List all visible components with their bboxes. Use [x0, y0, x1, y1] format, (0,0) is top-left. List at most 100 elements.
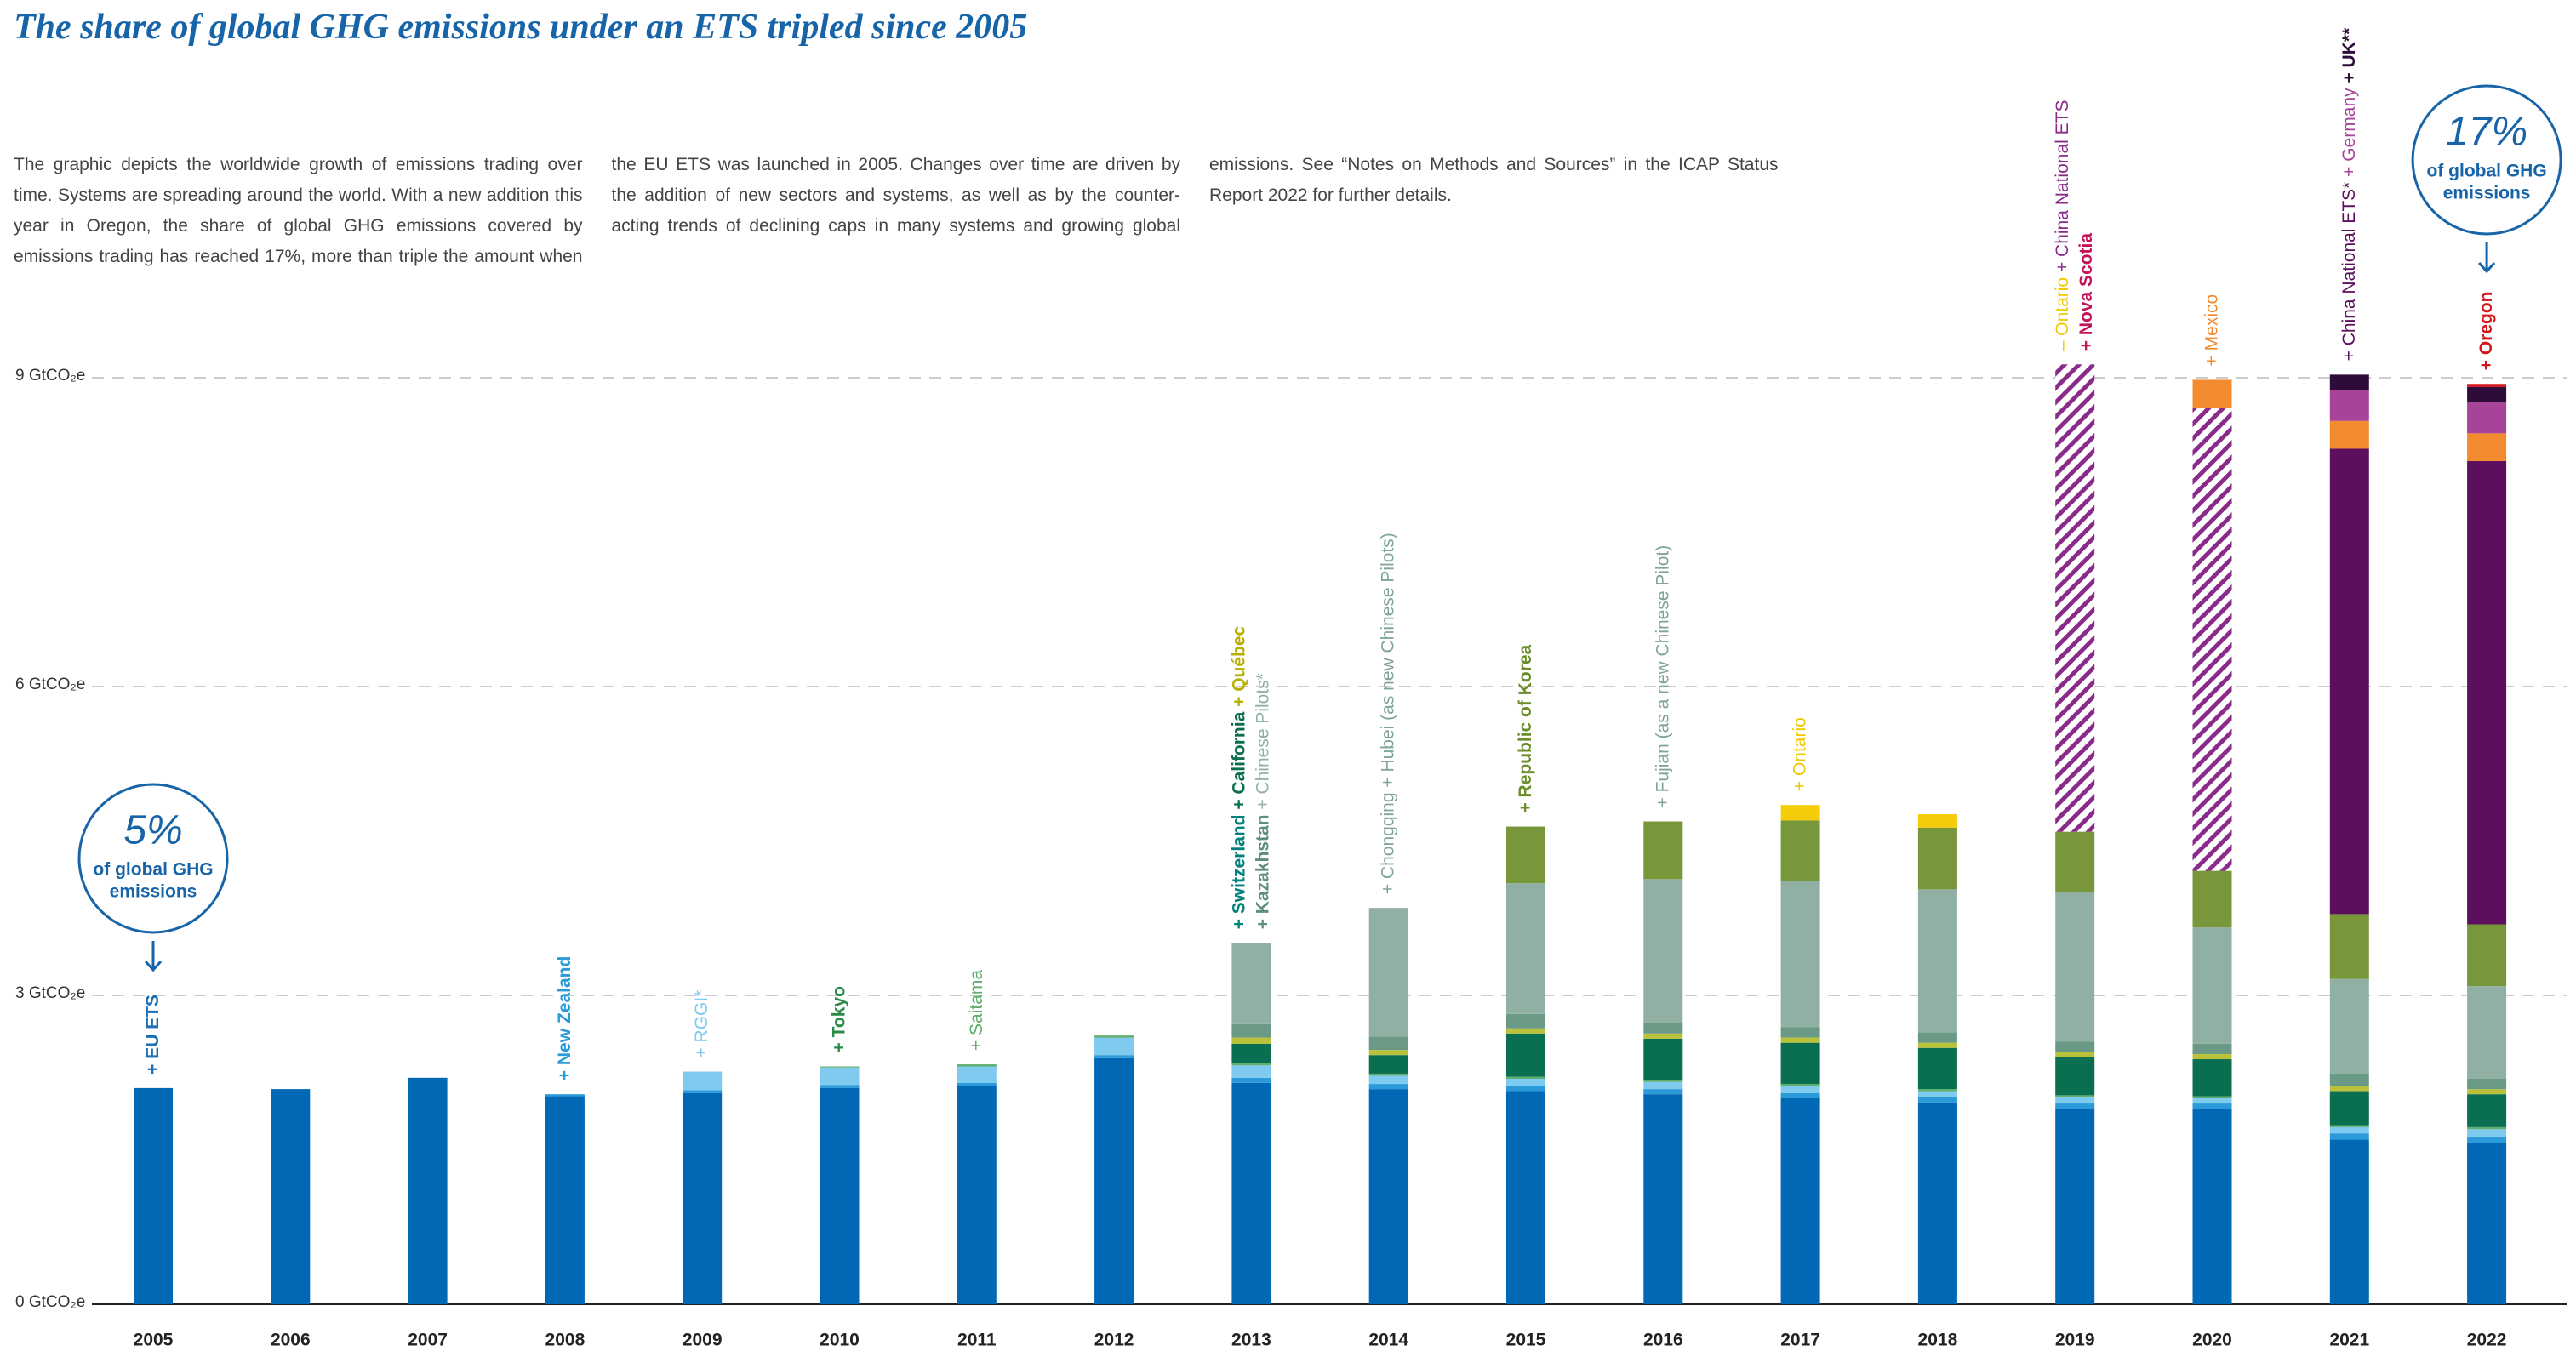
- bar-segment: [2329, 1073, 2369, 1086]
- x-tick-label: 2019: [2055, 1331, 2095, 1350]
- annotation-part: + Québec: [1229, 625, 1248, 711]
- x-tick-label: 2012: [1094, 1331, 1134, 1350]
- annotation: + Nova Scotia: [2076, 233, 2096, 351]
- y-tick-label: 0 GtCO₂e: [15, 1293, 85, 1311]
- annotation: + Tokyo: [829, 986, 848, 1052]
- bar-segment: [1506, 1013, 1545, 1029]
- bar-segment: [957, 1066, 997, 1083]
- bar-segment: [820, 1067, 860, 1086]
- bar-segment: [1506, 1033, 1545, 1077]
- bar-segment: [1643, 879, 1683, 1023]
- bar-segment: [820, 1087, 860, 1304]
- bar-segment: [2329, 1126, 2369, 1134]
- annotation-part: + Oregon: [2476, 291, 2496, 370]
- x-tick-label: 2021: [2329, 1331, 2369, 1350]
- bar-segment: [2467, 1126, 2507, 1130]
- bar-segment: [1506, 1028, 1545, 1034]
- bar-segment: [1917, 1047, 1957, 1090]
- bar-segment: [2329, 1125, 2369, 1127]
- bar-segment: [2467, 384, 2507, 387]
- bar-segment: [2055, 831, 2095, 892]
- bar-segment: [2055, 1103, 2095, 1109]
- annotation: + EU ETS: [143, 995, 163, 1075]
- annotation-part: + New Zealand: [554, 956, 574, 1080]
- bar-segment: [683, 1092, 723, 1304]
- bar-segment: [1368, 1084, 1408, 1090]
- bar-segment: [1231, 1063, 1271, 1066]
- bar-segment: [1780, 1042, 1820, 1085]
- bar-segment: [1780, 1027, 1820, 1038]
- y-tick-label: 9 GtCO₂e: [15, 367, 85, 385]
- x-tick-label: 2006: [271, 1331, 311, 1350]
- x-tick-label: 2010: [820, 1331, 860, 1350]
- callout-text: of global GHG: [93, 860, 213, 880]
- x-tick-label: 2016: [1643, 1331, 1683, 1350]
- bar-segment: [2192, 1098, 2232, 1104]
- bar-segment: [2055, 1109, 2095, 1304]
- bar-segment: [2192, 1103, 2232, 1109]
- bar-segment: [2329, 1091, 2369, 1126]
- bar-segment: [1643, 1080, 1683, 1082]
- bar-segment: [271, 1089, 311, 1304]
- bar-segment: [1643, 1094, 1683, 1304]
- bar-segment: [1917, 1091, 1957, 1097]
- bar-segment: [2329, 1133, 2369, 1140]
- annotation-part: + California: [1229, 711, 1248, 814]
- bar-segment: [2329, 420, 2369, 449]
- bar-segment: [2467, 1089, 2507, 1095]
- bar-segment: [1506, 883, 1545, 1014]
- bar-segment: [2467, 386, 2507, 403]
- bar-segment: [2055, 1057, 2095, 1096]
- bar-segment: [2192, 379, 2232, 408]
- annotation: + Mexico: [2202, 294, 2221, 367]
- bar-segment: [2329, 1086, 2369, 1092]
- bar-segment: [1917, 814, 1957, 828]
- bar-segment: [1368, 1073, 1408, 1076]
- annotation: + New Zealand: [554, 956, 574, 1080]
- y-tick-label: 6 GtCO₂e: [15, 676, 85, 693]
- bar-segment: [1643, 821, 1683, 880]
- callout-circle: [2411, 84, 2562, 236]
- bar-segment: [2467, 1079, 2507, 1090]
- x-tick-label: 2022: [2467, 1331, 2507, 1350]
- x-tick-label: 2015: [1506, 1331, 1546, 1350]
- annotation: – Ontario + China National ETS: [2053, 100, 2072, 351]
- bar-segment: [2192, 1053, 2232, 1060]
- callout-value: 5%: [123, 808, 182, 853]
- y-tick-label: 3 GtCO₂e: [15, 984, 85, 1002]
- bar-segment: [1231, 1043, 1271, 1063]
- annotation-part: + UK**: [2339, 27, 2358, 88]
- bar-segment: [683, 1090, 723, 1093]
- bar-segment: [2055, 892, 2095, 1042]
- bar-segment: [2329, 374, 2369, 390]
- x-tick-label: 2007: [408, 1331, 448, 1350]
- bar-segment: [2467, 986, 2507, 1080]
- annotation-part: – Ontario: [2053, 277, 2072, 351]
- bar-segment: [2467, 1129, 2507, 1137]
- bar-segment: [1917, 1032, 1957, 1043]
- chart-title: The share of global GHG emissions under …: [14, 8, 1028, 47]
- bar-segment: [1780, 820, 1820, 881]
- bar-segment: [408, 1077, 448, 1304]
- bar-segment: [1780, 1086, 1820, 1093]
- bar-segment: [1094, 1035, 1134, 1038]
- x-tick-label: 2009: [683, 1331, 723, 1350]
- bar-segment: [134, 1087, 173, 1304]
- annotation: + Chongqing + Hubei (as new Chinese Pilo…: [1378, 533, 1397, 894]
- bar-segment: [1506, 1076, 1545, 1080]
- bar-segment: [1643, 1089, 1683, 1095]
- x-tick-label: 2014: [1368, 1331, 1408, 1350]
- annotation-part: + Tokyo: [829, 986, 848, 1052]
- callout-arrowhead: [144, 960, 163, 972]
- bar-segment: [2055, 364, 2095, 832]
- bar-segment: [1643, 1038, 1683, 1080]
- bar-segment: [2467, 402, 2507, 434]
- annotation: + Fujian (as a new Chinese Pilot): [1653, 545, 1672, 808]
- bar-segment: [1368, 1075, 1408, 1085]
- x-tick-label: 2005: [134, 1331, 174, 1350]
- bar-segment: [2055, 1052, 2095, 1057]
- bar-segment: [2055, 1041, 2095, 1052]
- bar-segment: [1917, 889, 1957, 1033]
- bar-segment: [2467, 1094, 2507, 1127]
